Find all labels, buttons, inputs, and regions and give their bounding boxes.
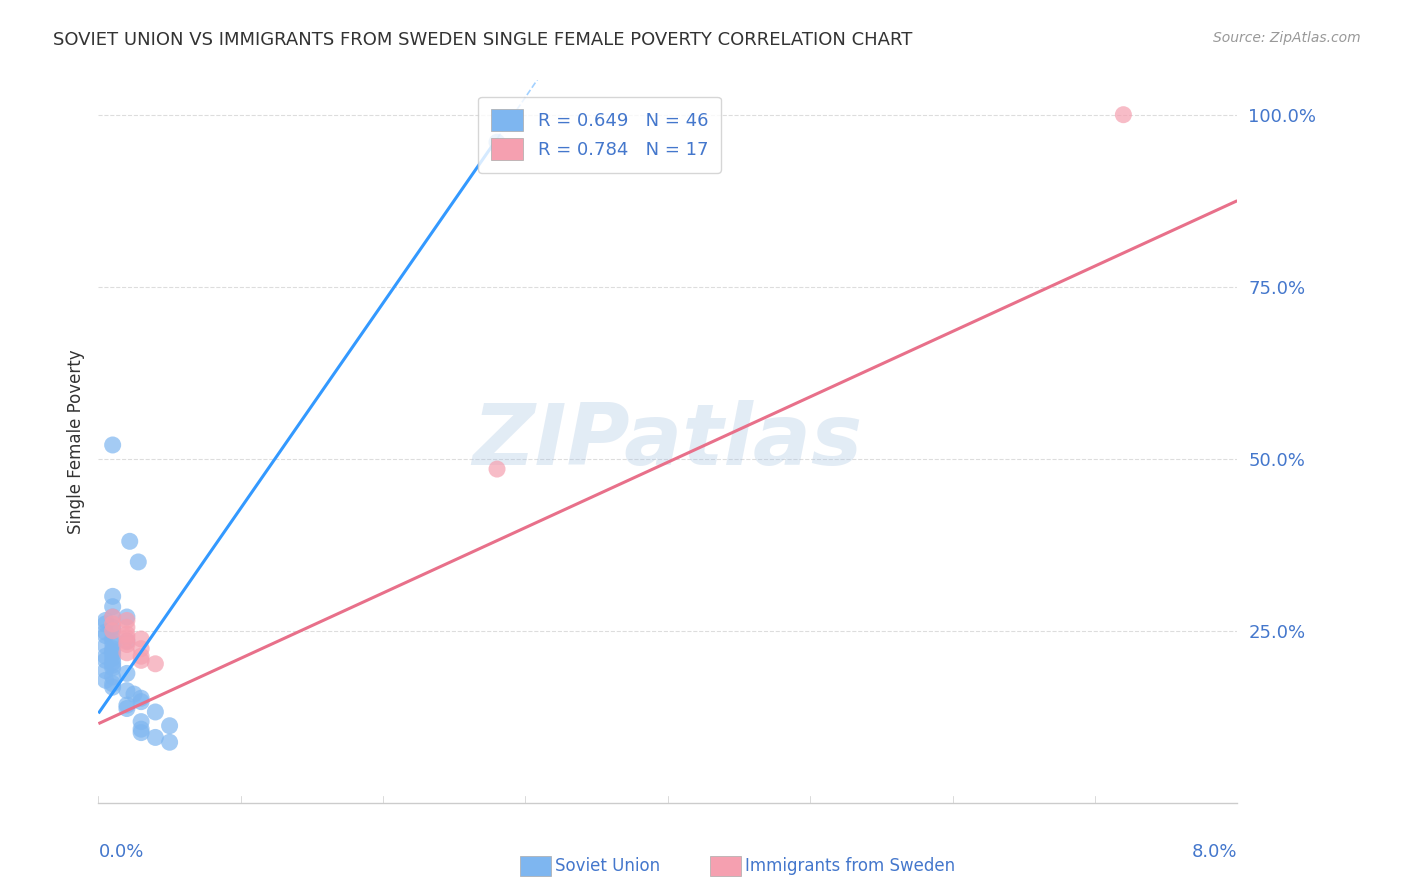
Point bbox=[94, 639, 117, 653]
Text: 0.0%: 0.0% bbox=[98, 843, 143, 861]
Legend: R = 0.649   N = 46, R = 0.784   N = 17: R = 0.649 N = 46, R = 0.784 N = 17 bbox=[478, 96, 721, 173]
Point bbox=[129, 641, 152, 656]
Point bbox=[115, 631, 138, 645]
Point bbox=[129, 695, 152, 709]
Point bbox=[145, 657, 167, 671]
Point bbox=[94, 653, 117, 667]
Point bbox=[101, 641, 124, 656]
Point bbox=[115, 610, 138, 624]
Point bbox=[101, 599, 124, 614]
Text: Immigrants from Sweden: Immigrants from Sweden bbox=[745, 857, 955, 875]
Point bbox=[159, 735, 181, 749]
Point bbox=[101, 651, 124, 665]
Point bbox=[101, 670, 124, 684]
Point bbox=[122, 687, 145, 701]
Point bbox=[101, 590, 124, 604]
Point bbox=[145, 705, 167, 719]
Point bbox=[115, 627, 138, 641]
Point bbox=[101, 661, 124, 675]
Point bbox=[115, 683, 138, 698]
Point bbox=[129, 725, 152, 739]
Point bbox=[101, 647, 124, 661]
Point bbox=[101, 624, 124, 638]
Point bbox=[486, 135, 509, 149]
Point bbox=[101, 610, 124, 624]
Point bbox=[129, 649, 152, 664]
Text: Soviet Union: Soviet Union bbox=[555, 857, 661, 875]
Point bbox=[101, 616, 124, 631]
Point bbox=[101, 656, 124, 670]
Point bbox=[101, 677, 124, 691]
Point bbox=[94, 625, 117, 640]
Point bbox=[145, 731, 167, 745]
Point bbox=[101, 610, 124, 624]
Point bbox=[115, 634, 138, 648]
Point bbox=[101, 438, 124, 452]
Point bbox=[94, 616, 117, 631]
Point bbox=[115, 634, 138, 648]
Point bbox=[115, 614, 138, 628]
Point bbox=[94, 614, 117, 628]
Point bbox=[94, 629, 117, 643]
Point bbox=[94, 673, 117, 688]
Point bbox=[115, 646, 138, 660]
Point bbox=[115, 620, 138, 634]
Point bbox=[159, 719, 181, 733]
Point bbox=[101, 632, 124, 646]
Point bbox=[129, 714, 152, 729]
Point bbox=[486, 462, 509, 476]
Point bbox=[118, 534, 141, 549]
Text: Source: ZipAtlas.com: Source: ZipAtlas.com bbox=[1213, 31, 1361, 45]
Point bbox=[115, 666, 138, 681]
Point bbox=[127, 555, 149, 569]
Point bbox=[101, 620, 124, 634]
Point bbox=[101, 624, 124, 638]
Text: 8.0%: 8.0% bbox=[1192, 843, 1237, 861]
Point bbox=[101, 680, 124, 694]
Point bbox=[94, 664, 117, 678]
Text: ZIPatlas: ZIPatlas bbox=[472, 400, 863, 483]
Point bbox=[115, 698, 138, 712]
Y-axis label: Single Female Poverty: Single Female Poverty bbox=[66, 350, 84, 533]
Point bbox=[129, 653, 152, 667]
Point bbox=[1112, 108, 1135, 122]
Point bbox=[115, 701, 138, 715]
Point bbox=[94, 649, 117, 664]
Point bbox=[101, 658, 124, 673]
Point bbox=[129, 722, 152, 736]
Text: SOVIET UNION VS IMMIGRANTS FROM SWEDEN SINGLE FEMALE POVERTY CORRELATION CHART: SOVIET UNION VS IMMIGRANTS FROM SWEDEN S… bbox=[53, 31, 912, 49]
Point bbox=[101, 636, 124, 650]
Point bbox=[101, 644, 124, 658]
Point bbox=[115, 638, 138, 652]
Point bbox=[129, 632, 152, 646]
Point bbox=[129, 691, 152, 706]
